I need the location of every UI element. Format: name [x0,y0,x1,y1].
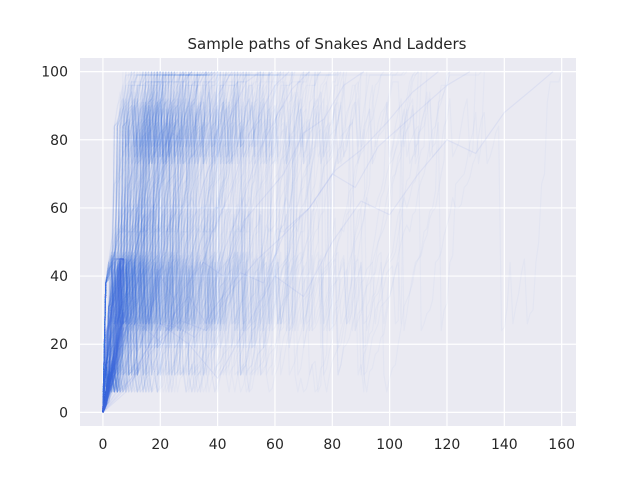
sample-path [102,312,125,413]
sample-path [102,71,365,413]
sample-path [102,274,125,413]
y-tick-label: 40 [50,269,68,285]
sample-path [102,71,153,413]
sample-path [102,332,125,413]
sample-path [102,71,219,413]
sample-path [102,258,125,413]
sample-paths [102,71,554,413]
chart-title: Sample paths of Snakes And Ladders [188,35,467,53]
sample-path [102,258,125,413]
sample-path [102,284,125,413]
sample-path [102,258,125,413]
sample-path [102,334,125,413]
sample-path [102,258,125,413]
x-tick-label: 160 [548,437,575,453]
sample-path [102,258,124,413]
sample-path [102,258,125,413]
sample-path [102,258,124,413]
x-axis-ticks: 0 20 40 60 80 100 120 140 160 [98,437,575,453]
sample-path [102,288,125,413]
plot-area [80,58,576,426]
y-tick-label: 60 [50,201,68,217]
sample-path [102,321,125,413]
sample-path [102,71,290,413]
sample-path [102,327,125,413]
sample-path [102,293,125,413]
sample-path [102,265,125,413]
sample-path [102,258,125,413]
sample-path [102,258,124,413]
sample-path [102,309,125,413]
sample-path [102,281,125,413]
sample-path [102,71,181,413]
sample-path [102,258,125,413]
sample-path [102,268,125,413]
sample-path [102,260,125,413]
y-tick-label: 20 [50,337,68,353]
sample-path [102,258,124,413]
sample-path [102,71,439,413]
sample-path [102,258,124,413]
sample-path [102,71,193,413]
y-axis-ticks: 0 20 40 60 80 100 [41,65,68,422]
sample-path [102,311,125,413]
sample-path [102,258,125,413]
sample-path [102,71,471,413]
sample-path [102,269,125,413]
sample-path [102,339,125,413]
sample-path [102,258,124,413]
sample-path [102,344,125,413]
sample-path [102,71,207,413]
sample-path [102,273,125,413]
sample-path [102,272,125,413]
sample-path [102,258,124,413]
sample-path [102,258,125,413]
sample-path [102,331,125,413]
sample-path [102,258,125,413]
sample-path [102,300,125,413]
sample-path [102,334,125,413]
x-tick-label: 140 [491,437,518,453]
sample-path [102,71,261,413]
sample-path [102,258,124,413]
x-tick-label: 120 [434,437,461,453]
sample-path [102,258,125,413]
x-tick-label: 100 [376,437,403,453]
sample-path [102,268,125,413]
x-tick-label: 60 [266,437,284,453]
x-tick-label: 0 [98,437,107,453]
sample-path [102,314,125,413]
sample-path [102,327,125,413]
y-tick-label: 100 [41,65,68,81]
sample-path [102,258,125,413]
x-tick-label: 20 [151,437,169,453]
sample-path [102,319,125,413]
sample-path [102,258,124,413]
sample-path [102,312,125,413]
y-tick-label: 80 [50,133,68,149]
sample-path [102,71,310,413]
sample-path [102,320,125,413]
sample-path [102,266,125,413]
grid-lines [80,58,576,426]
sample-path [102,320,125,413]
sample-path [102,327,125,413]
sample-path [102,300,125,413]
sample-path [102,71,233,413]
sample-path [102,258,124,413]
sample-path [102,71,167,413]
y-tick-label: 0 [59,405,68,421]
sample-path [102,258,125,413]
sample-path [102,258,124,413]
x-tick-label: 80 [323,437,341,453]
sample-path [102,315,125,413]
sample-path [102,313,125,413]
sample-path [102,258,124,413]
x-tick-label: 40 [209,437,227,453]
sample-path [102,71,554,413]
